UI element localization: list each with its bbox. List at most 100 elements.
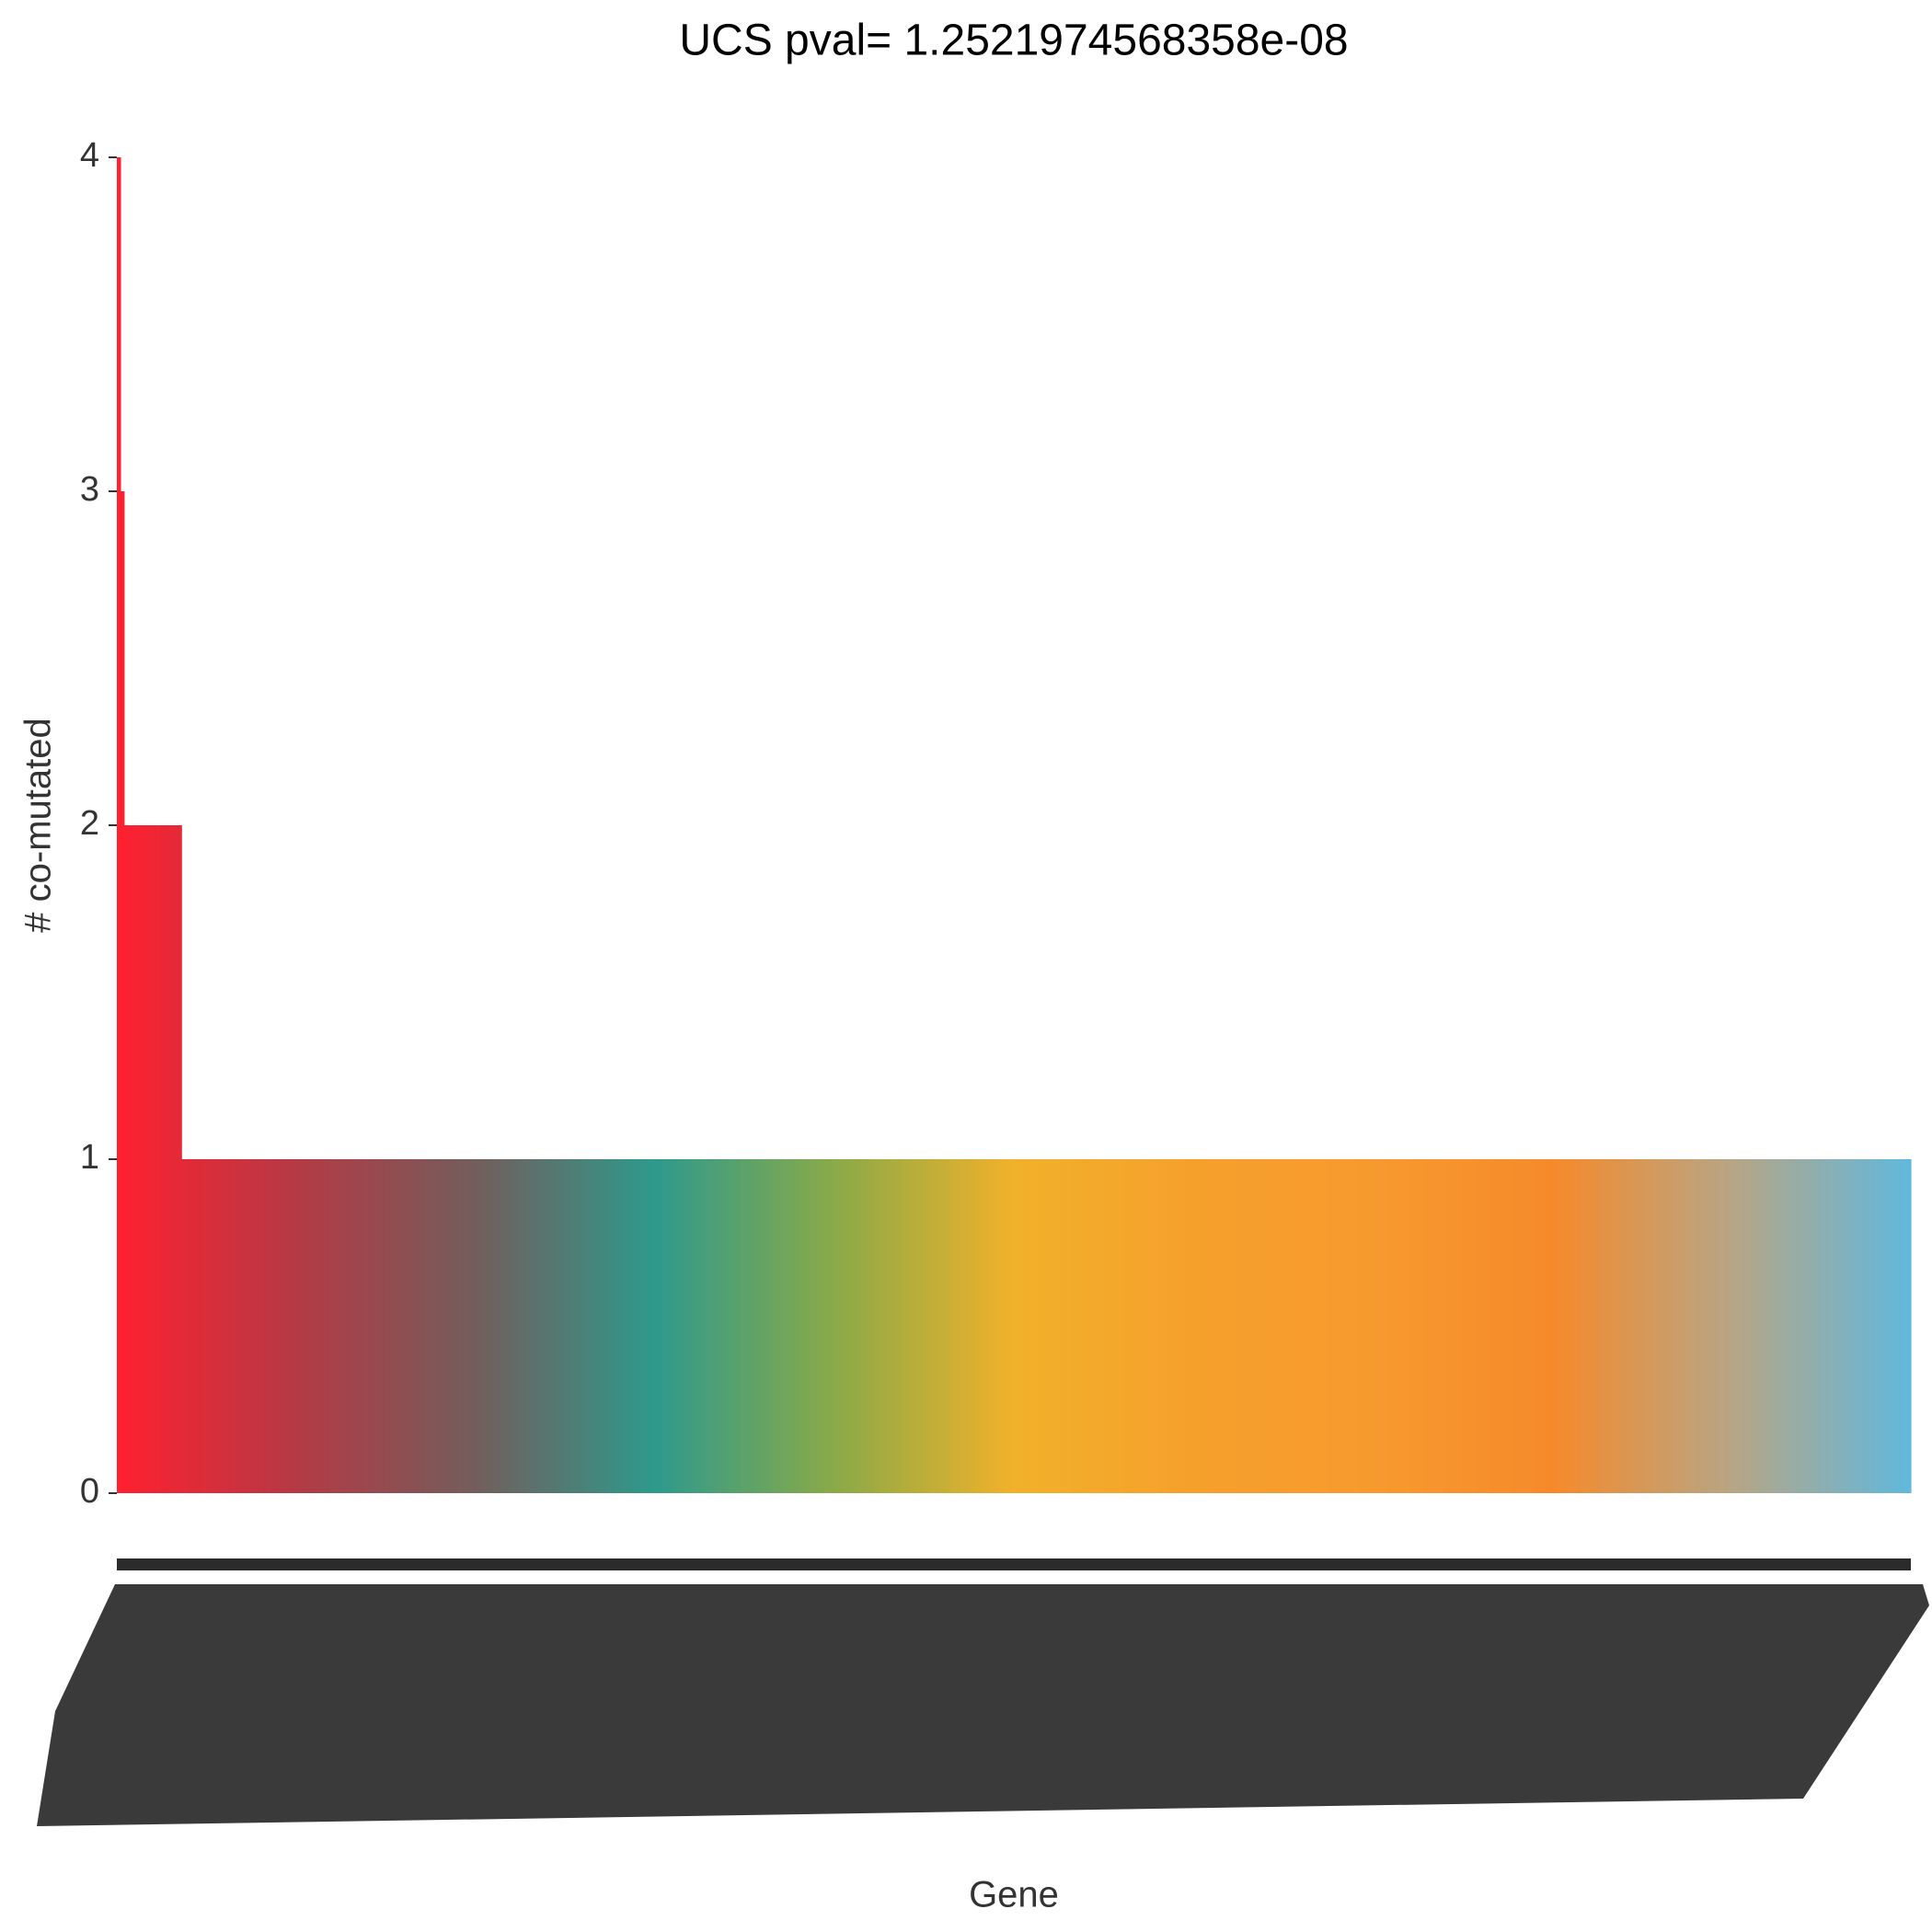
bar [1028, 1159, 1033, 1493]
bar [1193, 1159, 1198, 1493]
bar [1552, 1159, 1557, 1493]
bar [1164, 1159, 1169, 1493]
bar [1660, 1159, 1664, 1493]
bar [995, 1159, 1000, 1493]
bar [1337, 1159, 1341, 1493]
bar [242, 1159, 247, 1493]
bar [350, 1159, 354, 1493]
bar [870, 1159, 875, 1493]
bar [1358, 1159, 1363, 1493]
bar [1469, 1159, 1474, 1493]
bar [400, 1159, 405, 1493]
bar [314, 1159, 318, 1493]
bar [1832, 1159, 1836, 1493]
bar [525, 1159, 531, 1493]
bar [1662, 1159, 1668, 1493]
bar [1405, 1159, 1409, 1493]
bar [1677, 1159, 1682, 1493]
bar [1864, 1159, 1869, 1493]
bar [884, 1159, 890, 1493]
bar [880, 1159, 886, 1493]
bar [978, 1159, 983, 1493]
bar [1810, 1159, 1815, 1493]
bar [1577, 1159, 1581, 1493]
bar [1042, 1159, 1047, 1493]
bar [364, 1159, 369, 1493]
bar [763, 1159, 767, 1493]
bar [159, 825, 165, 1493]
bar [730, 1159, 735, 1493]
bar [206, 1159, 211, 1493]
bar [586, 1159, 592, 1493]
bar [888, 1159, 892, 1493]
bar [1881, 1159, 1887, 1493]
bar [1088, 1159, 1094, 1493]
y-tick-label: 3 [80, 470, 99, 509]
bar [1157, 1159, 1162, 1493]
bar [1566, 1159, 1571, 1493]
bar [1785, 1159, 1789, 1493]
bar [257, 1159, 261, 1493]
bar [1114, 1159, 1119, 1493]
bar [414, 1159, 420, 1493]
bar [270, 1159, 276, 1493]
bar [357, 1159, 362, 1493]
bar [1006, 1159, 1011, 1493]
bar [1588, 1159, 1593, 1493]
bar [443, 1159, 448, 1493]
bar [353, 1159, 358, 1493]
bar [421, 1159, 426, 1493]
x-tick-band [117, 1558, 1911, 1570]
bar [680, 1159, 684, 1493]
bar [1307, 1159, 1313, 1493]
bar [637, 1159, 641, 1493]
bar [1466, 1159, 1470, 1493]
bar [1817, 1159, 1823, 1493]
bar [938, 1159, 943, 1493]
bar [1892, 1159, 1897, 1493]
bar [1103, 1159, 1108, 1493]
bar [1362, 1159, 1366, 1493]
bar [1688, 1159, 1693, 1493]
bar [927, 1159, 932, 1493]
bar [1581, 1159, 1585, 1493]
bar [665, 1159, 671, 1493]
bar [1685, 1159, 1689, 1493]
bar [1304, 1159, 1309, 1493]
bar [697, 1159, 703, 1493]
y-tick-label: 2 [80, 804, 99, 843]
bar [719, 1159, 724, 1493]
bar [1271, 1159, 1277, 1493]
bar [1375, 1159, 1381, 1493]
bar [1167, 1159, 1173, 1493]
bar [1397, 1159, 1402, 1493]
bar [1652, 1159, 1657, 1493]
bar [691, 1159, 696, 1493]
bar [752, 1159, 756, 1493]
bar [856, 1159, 860, 1493]
y-axis-label: # co-mutated [18, 718, 59, 932]
bar [1279, 1159, 1284, 1493]
bar [831, 1159, 835, 1493]
bar [191, 1159, 197, 1493]
bar [1800, 1159, 1804, 1493]
bar [1415, 1159, 1420, 1493]
bar [1340, 1159, 1345, 1493]
bar [576, 1159, 581, 1493]
bar [1828, 1159, 1833, 1493]
bar [1128, 1159, 1133, 1493]
bar [687, 1159, 692, 1493]
bar [852, 1159, 857, 1493]
bar [267, 1159, 272, 1493]
bar [1409, 1159, 1413, 1493]
bar [189, 1159, 193, 1493]
bar [723, 1159, 728, 1493]
bar [1343, 1159, 1349, 1493]
bar [1186, 1159, 1190, 1493]
bar [1728, 1159, 1732, 1493]
bar [1146, 1159, 1151, 1493]
bar [1394, 1159, 1398, 1493]
bar [550, 1159, 556, 1493]
bar [701, 1159, 707, 1493]
